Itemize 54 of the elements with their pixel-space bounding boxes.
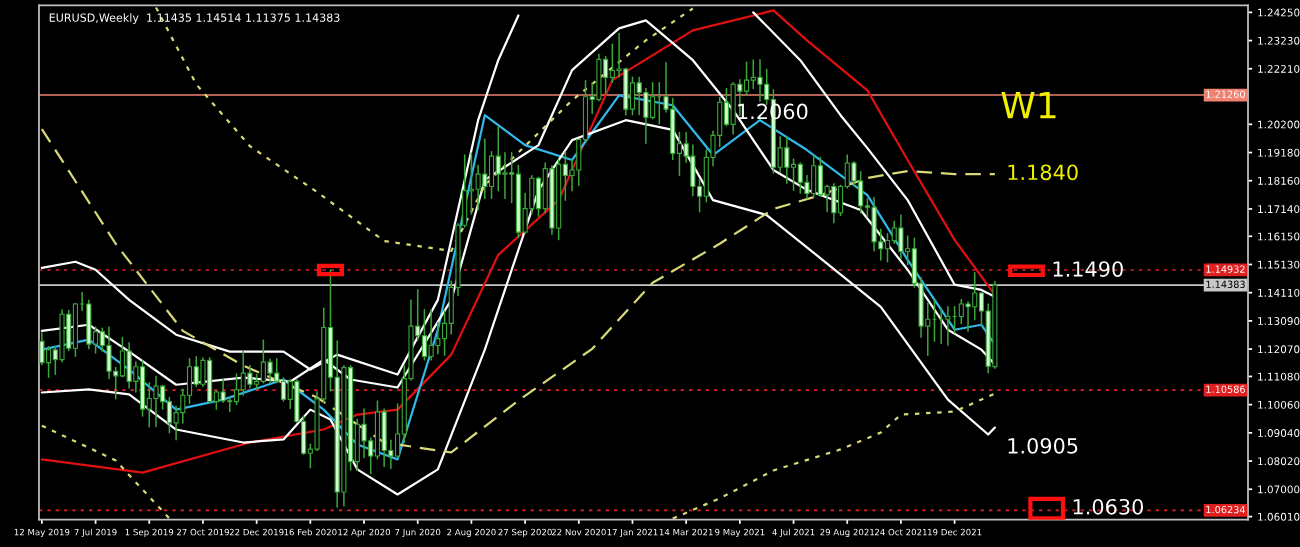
y-tick-label: 1.06010 (1258, 512, 1300, 521)
x-tick-label: 12 May 2019 (14, 528, 70, 538)
candlestick (884, 233, 891, 263)
y-tick-label: 1.20200 (1258, 120, 1300, 129)
y-tick-label: 1.23230 (1258, 36, 1300, 45)
ref-line-label: 1.10586 (1206, 385, 1245, 393)
y-tick-label: 1.19180 (1258, 148, 1300, 157)
x-tick-label: 12 Apr 2020 (338, 528, 391, 538)
y-tick-label: 1.22210 (1258, 65, 1300, 73)
x-tick-label: 2 Aug 2020 (447, 528, 496, 538)
x-tick-label: 22 Dec 2019 (229, 528, 284, 536)
x-tick-label: 14 Mar 2021 (659, 528, 713, 536)
y-tick-label: 1.07000 (1258, 485, 1300, 494)
candlestick (676, 131, 683, 176)
ref-line-label: 1.06234 (1206, 505, 1246, 514)
y-tick-label: 1.13090 (1258, 317, 1300, 325)
y-tick-label: 1.17140 (1258, 205, 1300, 214)
candlestick (280, 377, 287, 402)
x-tick-label: 16 Feb 2020 (284, 528, 337, 536)
annotation: 1.0630 (1073, 498, 1143, 515)
x-tick-label: 4 Jul 2021 (772, 528, 815, 537)
annotation: 1.0905 (1008, 437, 1078, 454)
ref-line-label: 1.21260 (1206, 90, 1245, 98)
candlestick (233, 373, 240, 406)
x-tick-label: 29 Aug 2021 (820, 528, 875, 538)
x-tick-label: 27 Oct 2019 (176, 528, 229, 536)
text: EURUSD,Weekly 1.11435 1.14514 1.11375 1.14383 (49, 13, 340, 24)
ref-line-label: 1.14383 (1206, 280, 1245, 288)
candlestick (790, 158, 797, 191)
y-tick-label: 1.08020 (1258, 457, 1300, 466)
y-tick-label: 1.15130 (1258, 260, 1300, 269)
y-tick-label: 1.18160 (1258, 176, 1300, 185)
y-tick-label: 1.12070 (1258, 345, 1300, 354)
x-tick-label: 24 Oct 2021 (874, 528, 927, 536)
candlestick (945, 306, 951, 346)
y-tick-label: 1.14110 (1258, 288, 1300, 297)
annotation: 1.1490 (1053, 261, 1123, 277)
ref-line-label: 1.14932 (1206, 265, 1245, 273)
x-tick-label: 17 Jan 2021 (607, 528, 658, 537)
x-tick-label: 1 Sep 2019 (125, 528, 174, 538)
y-tick-label: 1.16150 (1258, 232, 1300, 241)
x-tick-label: 27 Sep 2020 (498, 528, 552, 538)
x-tick-label: 9 May 2021 (715, 528, 765, 538)
y-tick-label: 1.10060 (1258, 400, 1300, 409)
annotation: W1 (1001, 91, 1056, 119)
y-tick-label: 1.09040 (1258, 429, 1300, 437)
annotation: 1.1840 (1008, 164, 1078, 181)
x-tick-label: 22 Nov 2020 (551, 528, 606, 536)
x-tick-label: 7 Jun 2020 (395, 528, 441, 537)
x-tick-label: 19 Dec 2021 (928, 528, 982, 536)
y-tick-label: 1.24250 (1258, 8, 1300, 17)
y-tick-label: 1.11080 (1258, 372, 1300, 381)
candlestick (978, 292, 985, 327)
x-tick-label: 7 Jul 2019 (74, 528, 117, 537)
